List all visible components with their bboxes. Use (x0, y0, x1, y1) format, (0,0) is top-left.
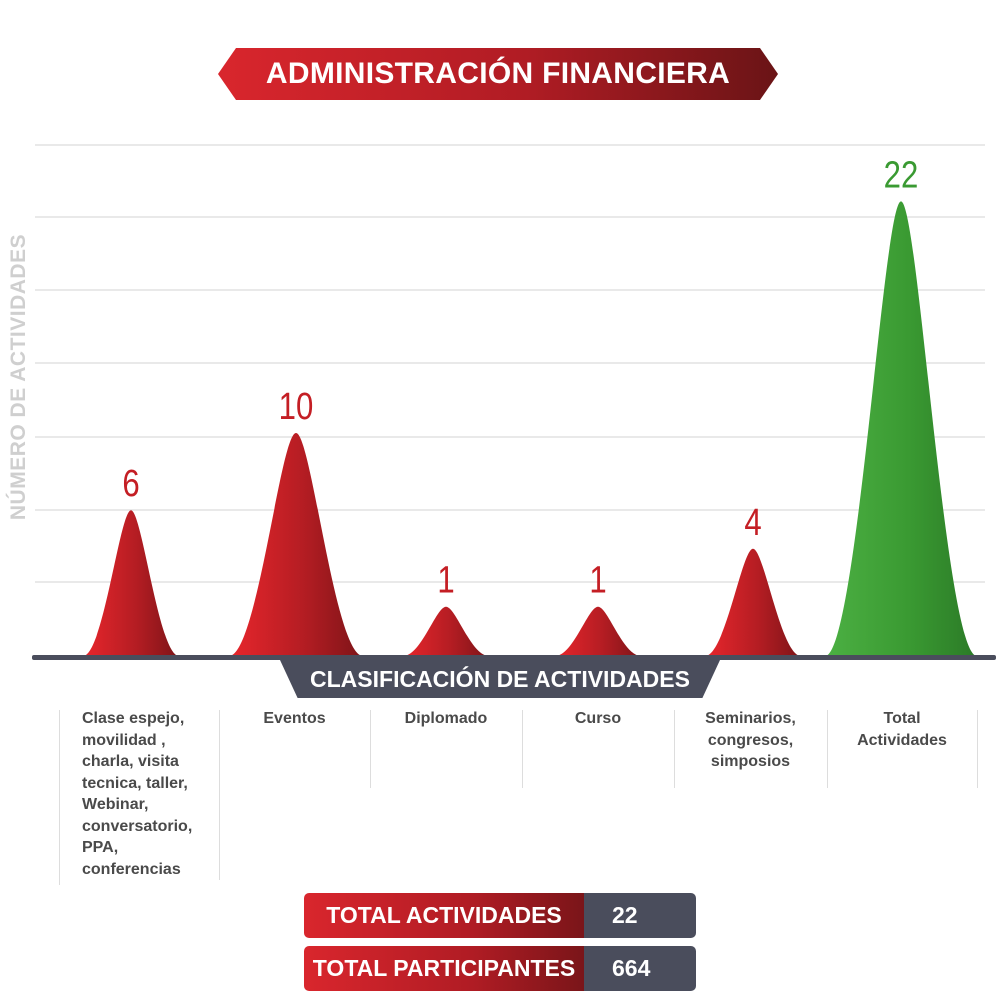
peak-4 (555, 606, 641, 656)
category-label-1: Clase espejo, movilidad , charla, visita te… (82, 708, 212, 880)
chart-title: ADMINISTRACIÓN FINANCIERA (265, 57, 731, 90)
x-axis-label: CLASIFICACIÓN DE ACTIVIDADES (310, 665, 690, 692)
category-label-2: Eventos (219, 708, 370, 730)
value-label-6: 22 (884, 155, 919, 197)
category-label-3: Diplomado (370, 708, 522, 730)
chart-title-banner: ADMINISTRACIÓN FINANCIERA (218, 48, 778, 100)
value-label-5: 4 (744, 502, 761, 544)
value-label-1: 6 (122, 463, 139, 505)
category-label-line: Seminarios, (705, 710, 796, 727)
category-separator (522, 710, 523, 788)
peak-3 (403, 606, 489, 656)
category-label-6: Total Actividades (827, 708, 977, 751)
category-label-line: Total (883, 710, 921, 727)
value-labels: 6 10 1 1 4 22 (122, 155, 918, 602)
total-activities-value: 22 (584, 893, 696, 938)
total-activities-label: TOTAL ACTIVIDADES (304, 893, 584, 938)
value-label-2: 10 (279, 386, 314, 428)
total-participants-label: TOTAL PARTICIPANTES (304, 946, 584, 991)
category-label-5: Seminarios, congresos, simposios (674, 708, 827, 773)
peak-5 (705, 548, 801, 656)
category-label-line: simposios (710, 753, 791, 770)
category-separator (370, 710, 371, 788)
category-label-line: charla, visita (82, 753, 179, 770)
peak-1 (83, 510, 179, 656)
category-label-line: conversatorio, (82, 817, 193, 835)
category-label-line: Curso (574, 710, 622, 727)
peaks (83, 201, 977, 656)
category-separator (219, 710, 220, 880)
category-label-line: tecnica, taller, (82, 774, 188, 792)
x-axis-line (32, 655, 996, 660)
gridlines (35, 144, 985, 583)
value-label-4: 1 (589, 560, 606, 602)
category-separator (674, 710, 675, 788)
category-label-line: movilidad , (82, 731, 166, 749)
category-label-line: conferencias (82, 860, 181, 878)
category-label-4: Curso (522, 708, 674, 730)
total-participants-value: 664 (584, 946, 696, 991)
category-label-line: Webinar, (82, 796, 149, 813)
total-participants-row: TOTAL PARTICIPANTES 664 (304, 946, 696, 991)
category-label-line: congresos, (707, 731, 794, 749)
peak-6 (825, 201, 977, 656)
category-label-line: PPA, (82, 839, 119, 856)
category-separator (977, 710, 978, 788)
total-activities-row: TOTAL ACTIVIDADES 22 (304, 893, 696, 938)
chart-plot: 6 10 1 1 4 22 (32, 144, 996, 660)
category-separator (827, 710, 828, 788)
category-separator (59, 710, 60, 885)
category-label-line: Eventos (263, 710, 326, 727)
category-label-line: Diplomado (404, 710, 488, 727)
value-label-3: 1 (437, 560, 454, 602)
peak-2 (229, 433, 363, 656)
category-label-line: Clase espejo, (82, 710, 185, 727)
category-label-line: Actividades (857, 731, 947, 749)
x-axis-label-banner: CLASIFICACIÓN DE ACTIVIDADES (280, 660, 720, 698)
